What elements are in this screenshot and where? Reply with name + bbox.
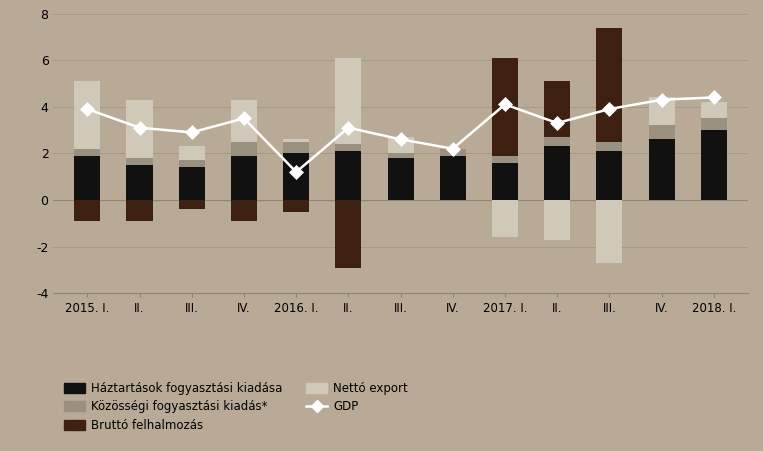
Bar [439,149,466,156]
Bar [231,100,257,142]
Bar [335,151,362,200]
Bar [700,118,727,130]
Bar [544,137,570,146]
Bar [283,153,309,200]
Bar [335,58,362,144]
Bar [231,200,257,221]
Bar [649,97,674,125]
Bar [74,156,101,200]
Bar [597,28,623,142]
Bar [597,200,623,263]
Bar [700,102,727,118]
Bar [544,200,570,239]
Bar [649,139,674,200]
Bar [179,167,204,200]
Bar [74,81,101,149]
Bar [335,144,362,151]
Bar [283,139,309,142]
Bar [127,100,153,158]
Bar [597,151,623,200]
Bar [492,58,518,156]
Bar [388,137,414,153]
Bar [544,146,570,200]
Bar [544,81,570,137]
Bar [127,158,153,165]
Bar [74,200,101,221]
Bar [597,142,623,151]
Bar [492,200,518,237]
Bar [335,200,362,267]
Bar [179,200,204,209]
Bar [492,163,518,200]
Bar [179,146,204,160]
Bar [283,142,309,153]
Bar [439,156,466,200]
Bar [492,156,518,163]
Bar [127,165,153,200]
Bar [388,158,414,200]
Bar [283,200,309,212]
Bar [127,200,153,221]
Bar [74,149,101,156]
Bar [231,142,257,156]
Bar [179,161,204,167]
Bar [700,130,727,200]
Bar [388,153,414,158]
Bar [231,156,257,200]
Bar [649,125,674,139]
Legend: Háztartások fogyasztási kiadása, Közösségi fogyasztási kiadás*, Bruttó felhalmoz: Háztartások fogyasztási kiadása, Közössé… [60,377,413,437]
